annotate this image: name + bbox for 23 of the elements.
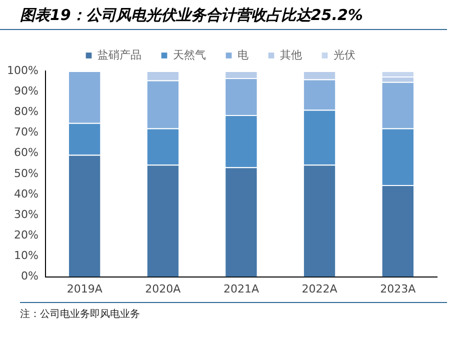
- legend-label: 天然气: [172, 48, 206, 62]
- x-tick-label: 2021A: [223, 282, 260, 296]
- y-tick-label: 20%: [14, 228, 38, 242]
- legend-label: 光伏: [333, 48, 356, 62]
- x-tick-label: 2019A: [66, 282, 103, 296]
- text: 注：公司电业务即风电业务: [20, 308, 141, 321]
- x-tick-label: 2020A: [145, 282, 182, 296]
- x-tick-label: 2023A: [380, 282, 416, 296]
- legend-label: 盐硝产品: [97, 48, 142, 62]
- y-tick-label: 80%: [14, 105, 38, 118]
- y-tick-label: 100%: [6, 64, 38, 77]
- x-tick-label: 2022A: [302, 282, 338, 296]
- y-tick-label: 30%: [14, 208, 38, 221]
- y-tick-label: 50%: [14, 166, 38, 180]
- legend-label: 电: [237, 48, 248, 62]
- chart-title: 图表19：公司风电光伏业务合计营收占比达25.2%: [0, 0, 447, 30]
- y-tick-label: 70%: [14, 126, 38, 139]
- y-tick-label: 40%: [14, 187, 38, 200]
- y-tick-label: 60%: [14, 146, 38, 160]
- y-tick-label: 0%: [20, 270, 38, 283]
- legend-label: 其他: [280, 48, 302, 62]
- y-tick-label: 10%: [14, 249, 38, 262]
- y-tick-label: 90%: [14, 84, 38, 98]
